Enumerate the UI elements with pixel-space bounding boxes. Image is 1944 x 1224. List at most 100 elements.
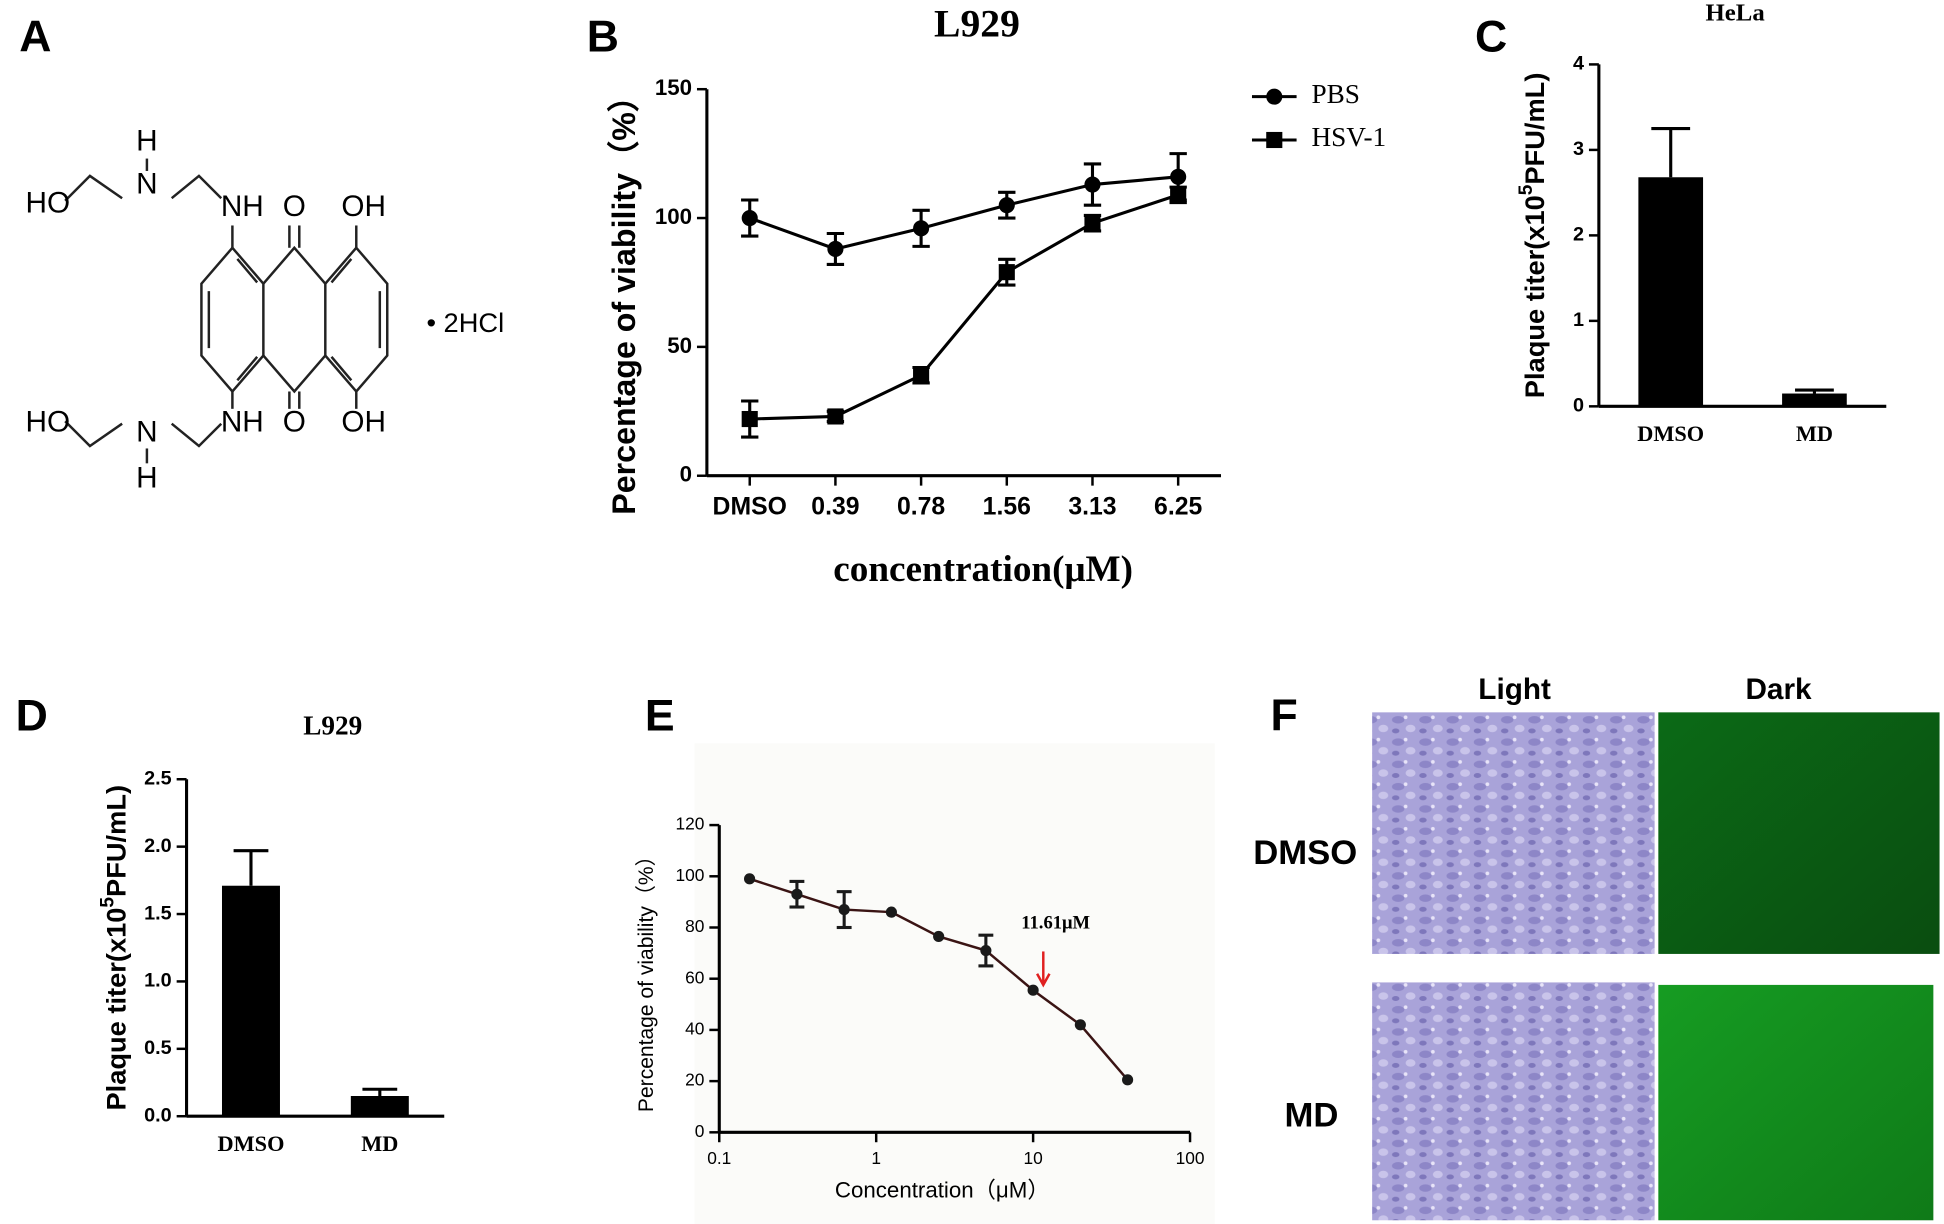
x-tick-label: 3.13: [1068, 493, 1116, 520]
marker: [741, 209, 758, 227]
x-axis-label: concentration(μM): [833, 549, 1133, 590]
y-axis-label-part: PFU/mL): [101, 785, 132, 897]
y-axis-label: Percentage of viability（%）: [606, 80, 642, 515]
y-tick-label: 1.5: [144, 902, 172, 924]
y-tick-label: 50: [667, 333, 692, 358]
atom-label: OH: [341, 406, 386, 439]
atom-label: NH: [221, 406, 264, 439]
x-tick-label: 1: [871, 1148, 881, 1168]
x-tick-label: 6.25: [1154, 493, 1202, 520]
micrograph-dark-md: [1658, 984, 1934, 1221]
panel-background: [694, 743, 1215, 1224]
x-tick-label: 0.78: [897, 493, 945, 520]
marker: [1084, 215, 1101, 232]
atom-label: HO: [26, 406, 71, 439]
y-axis-label: Plaque titer(x105PFU/mL): [98, 785, 132, 1111]
annotation-arrowhead: [1036, 973, 1051, 988]
bar: [350, 1096, 409, 1117]
micrograph-light-md: [1372, 982, 1655, 1221]
micrograph-light-dmso: [1372, 712, 1655, 954]
legend-label: HSV-1: [1311, 122, 1386, 152]
y-axis-label: Percentage of viability（%）: [635, 845, 658, 1112]
bar: [1782, 393, 1847, 407]
y-axis-label-part: PFU/mL): [1519, 73, 1550, 185]
x-tick-label: 0.1: [707, 1148, 731, 1168]
atom-label: N: [136, 168, 157, 201]
micrograph-dark-dmso: [1658, 712, 1940, 954]
marker: [1170, 186, 1187, 203]
bar: [1638, 177, 1704, 407]
y-axis-label-part: 5: [1516, 184, 1537, 195]
y-tick-label: 120: [675, 814, 704, 834]
legend-label: PBS: [1311, 79, 1360, 109]
row-label: MD: [1284, 1097, 1338, 1135]
y-tick-label: 1.0: [144, 970, 172, 992]
atom-label: O: [283, 406, 306, 439]
marker: [913, 367, 930, 384]
chart-title: L929: [934, 1, 1020, 45]
x-tick-label: 10: [1023, 1148, 1042, 1168]
chart-title: L929: [303, 711, 362, 741]
marker: [1084, 176, 1101, 193]
x-tick-label: MD: [1796, 421, 1833, 446]
atom-label: H: [136, 461, 157, 494]
marker: [1027, 984, 1039, 996]
x-tick-label: 100: [1176, 1148, 1205, 1168]
row-label: DMSO: [1253, 834, 1357, 872]
atom-label: OH: [341, 190, 386, 223]
y-axis-label: Plaque titer(x105PFU/mL): [1516, 73, 1550, 399]
column-label: Dark: [1745, 673, 1812, 706]
y-tick-label: 0.0: [144, 1104, 172, 1126]
atom-label: O: [283, 190, 306, 223]
x-tick-label: MD: [361, 1131, 398, 1156]
panel-label: D: [16, 691, 48, 740]
y-tick-label: 3: [1573, 138, 1584, 160]
marker: [744, 873, 756, 885]
y-tick-label: 0.5: [144, 1037, 172, 1059]
atom-label: • 2HCl: [426, 307, 504, 338]
marker: [838, 904, 850, 916]
marker: [827, 240, 844, 258]
marker: [741, 410, 758, 428]
y-axis-label-part: 5: [98, 897, 119, 908]
y-tick-label: 60: [685, 967, 704, 987]
y-tick-label: 1: [1573, 309, 1584, 331]
y-tick-label: 100: [655, 204, 692, 229]
y-tick-label: 2: [1573, 224, 1584, 246]
bar: [221, 885, 280, 1117]
atom-label: N: [136, 415, 157, 448]
column-label: Light: [1478, 673, 1551, 706]
x-tick-label: DMSO: [713, 493, 787, 520]
marker: [980, 944, 992, 957]
marker: [998, 264, 1015, 281]
y-tick-label: 0: [1573, 395, 1584, 417]
series-line: [749, 193, 1179, 421]
y-axis-label-part: Plaque titer(x10: [1519, 195, 1550, 398]
y-tick-label: 4: [1573, 53, 1584, 75]
x-axis-label: Concentration（μM）: [835, 1178, 1050, 1203]
x-tick-label: 1.56: [983, 493, 1031, 520]
legend-marker: [1266, 88, 1283, 105]
marker: [933, 930, 945, 943]
marker: [885, 906, 897, 918]
marker: [791, 888, 803, 900]
chart-title: HeLa: [1706, 0, 1766, 27]
panel-label: E: [645, 691, 675, 740]
micrographs: [1372, 712, 1940, 1221]
x-tick-label: DMSO: [1637, 421, 1704, 446]
y-tick-label: 20: [685, 1070, 704, 1090]
marker: [1122, 1074, 1134, 1086]
y-tick-label: 2.5: [144, 767, 172, 789]
marker: [1074, 1019, 1086, 1031]
atom-label: NH: [221, 190, 264, 223]
y-axis-label-part: Plaque titer(x10: [101, 908, 132, 1111]
x-tick-label: 0.39: [811, 493, 859, 520]
panel-label: C: [1475, 12, 1507, 61]
panel-label: A: [19, 12, 51, 61]
annotation: 11.61μM: [1021, 912, 1090, 933]
panel-label: B: [587, 12, 619, 61]
y-tick-label: 100: [675, 865, 704, 885]
y-tick-label: 0: [695, 1121, 705, 1141]
atom-label: HO: [26, 186, 71, 219]
marker: [998, 197, 1015, 214]
